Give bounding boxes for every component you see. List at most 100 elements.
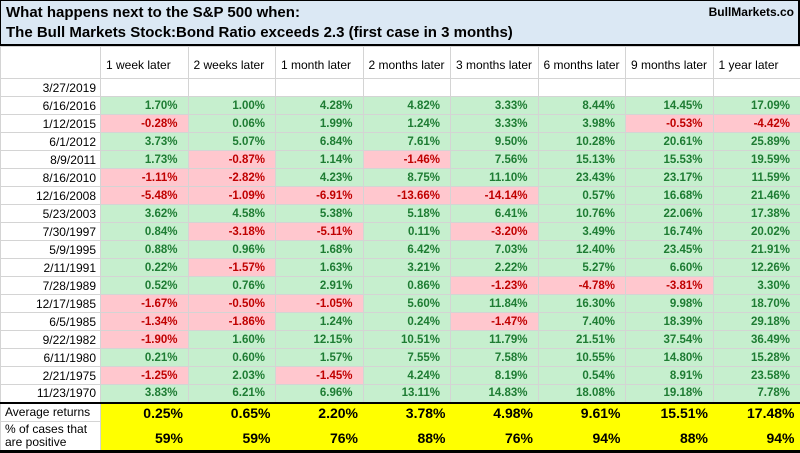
average-value-cell[interactable]: 0.65% [188,403,276,422]
return-cell[interactable]: -1.09% [188,187,276,205]
return-cell[interactable]: 0.84% [101,223,189,241]
return-cell[interactable]: -2.82% [188,169,276,187]
column-header[interactable]: 2 weeks later [188,47,276,79]
percent-positive-cell[interactable]: 76% [451,422,539,452]
return-cell[interactable]: -1.25% [101,367,189,385]
return-cell[interactable]: 19.18% [626,385,714,403]
average-value-cell[interactable]: 17.48% [713,403,800,422]
return-cell[interactable] [188,79,276,97]
return-cell[interactable]: 2.91% [276,277,364,295]
return-cell[interactable]: 23.58% [713,367,800,385]
column-header[interactable]: 2 months later [363,47,451,79]
return-cell[interactable] [451,79,539,97]
column-header[interactable]: 1 year later [713,47,800,79]
return-cell[interactable]: 23.43% [538,169,626,187]
return-cell[interactable]: -6.91% [276,187,364,205]
date-cell[interactable]: 6/1/2012 [1,133,101,151]
return-cell[interactable]: 0.96% [188,241,276,259]
return-cell[interactable]: 3.98% [538,115,626,133]
column-header[interactable]: 3 months later [451,47,539,79]
return-cell[interactable]: 21.46% [713,187,800,205]
return-cell[interactable]: 6.60% [626,259,714,277]
return-cell[interactable]: 1.14% [276,151,364,169]
return-cell[interactable]: -1.47% [451,313,539,331]
return-cell[interactable]: 25.89% [713,133,800,151]
return-cell[interactable]: 3.62% [101,205,189,223]
date-cell[interactable]: 7/28/1989 [1,277,101,295]
return-cell[interactable] [363,79,451,97]
date-cell[interactable]: 9/22/1982 [1,331,101,349]
return-cell[interactable]: -1.67% [101,295,189,313]
average-value-cell[interactable]: 4.98% [451,403,539,422]
return-cell[interactable]: 4.24% [363,367,451,385]
return-cell[interactable]: 8.91% [626,367,714,385]
return-cell[interactable]: 16.30% [538,295,626,313]
return-cell[interactable]: 21.91% [713,241,800,259]
return-cell[interactable]: 6.42% [363,241,451,259]
return-cell[interactable]: 9.98% [626,295,714,313]
return-cell[interactable]: 1.99% [276,115,364,133]
return-cell[interactable]: 15.13% [538,151,626,169]
date-cell[interactable]: 5/9/1995 [1,241,101,259]
return-cell[interactable]: 7.78% [713,385,800,403]
return-cell[interactable]: 18.08% [538,385,626,403]
return-cell[interactable]: 0.52% [101,277,189,295]
return-cell[interactable] [101,79,189,97]
date-cell[interactable]: 6/11/1980 [1,349,101,367]
return-cell[interactable]: 8.44% [538,97,626,115]
return-cell[interactable]: 1.00% [188,97,276,115]
percent-positive-cell[interactable]: 88% [363,422,451,452]
return-cell[interactable]: 4.82% [363,97,451,115]
return-cell[interactable]: 10.55% [538,349,626,367]
date-cell[interactable]: 12/17/1985 [1,295,101,313]
return-cell[interactable]: 15.53% [626,151,714,169]
return-cell[interactable]: 8.75% [363,169,451,187]
return-cell[interactable]: 1.68% [276,241,364,259]
column-header[interactable]: 1 week later [101,47,189,79]
column-header[interactable]: 6 months later [538,47,626,79]
return-cell[interactable]: -1.90% [101,331,189,349]
return-cell[interactable]: 29.18% [713,313,800,331]
return-cell[interactable]: -1.46% [363,151,451,169]
average-value-cell[interactable]: 0.25% [101,403,189,422]
return-cell[interactable]: 3.21% [363,259,451,277]
return-cell[interactable]: 6.96% [276,385,364,403]
return-cell[interactable]: 1.60% [188,331,276,349]
column-header[interactable]: 9 months later [626,47,714,79]
return-cell[interactable]: -1.05% [276,295,364,313]
return-cell[interactable]: 0.76% [188,277,276,295]
return-cell[interactable]: 22.06% [626,205,714,223]
return-cell[interactable]: -0.50% [188,295,276,313]
return-cell[interactable]: -1.57% [188,259,276,277]
return-cell[interactable]: 0.88% [101,241,189,259]
date-cell[interactable]: 6/16/2016 [1,97,101,115]
return-cell[interactable]: 23.17% [626,169,714,187]
return-cell[interactable]: 0.60% [188,349,276,367]
return-cell[interactable]: 18.70% [713,295,800,313]
return-cell[interactable]: 37.54% [626,331,714,349]
return-cell[interactable]: -13.66% [363,187,451,205]
percent-positive-label[interactable]: % of cases that are positive [1,422,101,452]
average-value-cell[interactable]: 2.20% [276,403,364,422]
return-cell[interactable]: 0.86% [363,277,451,295]
return-cell[interactable]: -0.53% [626,115,714,133]
return-cell[interactable]: 7.40% [538,313,626,331]
return-cell[interactable]: 0.22% [101,259,189,277]
return-cell[interactable]: 7.61% [363,133,451,151]
date-cell[interactable]: 1/12/2015 [1,115,101,133]
return-cell[interactable]: -4.42% [713,115,800,133]
return-cell[interactable]: 7.58% [451,349,539,367]
return-cell[interactable]: 1.57% [276,349,364,367]
return-cell[interactable] [276,79,364,97]
percent-positive-cell[interactable]: 59% [188,422,276,452]
return-cell[interactable]: 1.24% [276,313,364,331]
return-cell[interactable]: 11.84% [451,295,539,313]
return-cell[interactable]: 7.56% [451,151,539,169]
return-cell[interactable]: 10.28% [538,133,626,151]
return-cell[interactable]: -1.11% [101,169,189,187]
corner-cell[interactable] [1,47,101,79]
return-cell[interactable]: -1.45% [276,367,364,385]
return-cell[interactable]: -5.48% [101,187,189,205]
return-cell[interactable] [626,79,714,97]
return-cell[interactable]: 1.24% [363,115,451,133]
